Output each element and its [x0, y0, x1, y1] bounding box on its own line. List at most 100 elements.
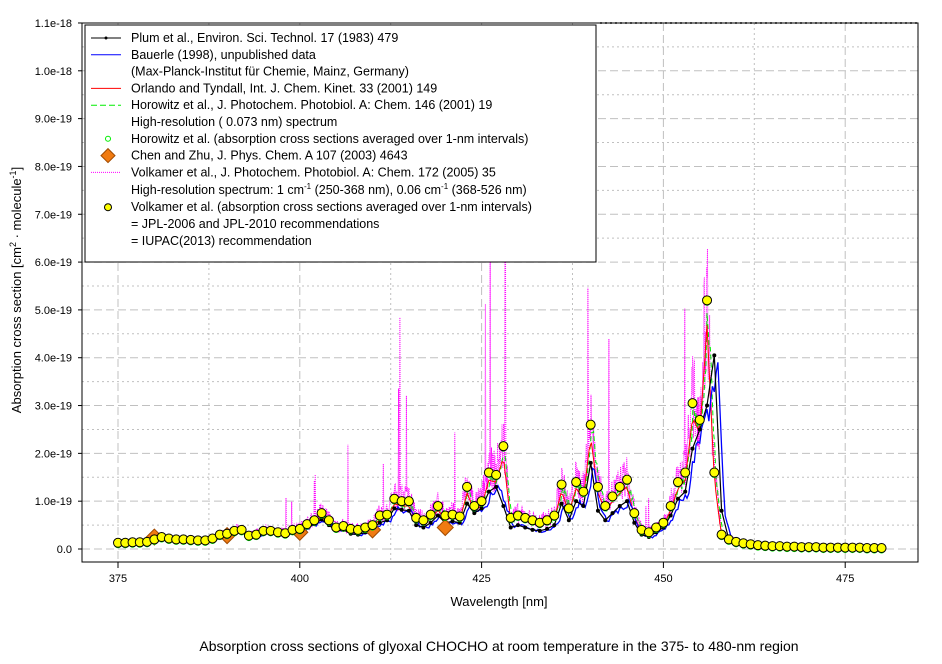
volkamer-avg-point: [556, 479, 567, 490]
chen-zhu-point: [436, 518, 454, 537]
legend-entry-text: Volkamer et al. (absorption cross sectio…: [131, 200, 532, 214]
volkamer-avg-point: [716, 529, 727, 540]
volkamer-avg-point: [709, 467, 720, 478]
volkamer-avg-point: [382, 509, 393, 520]
plum-point: [537, 528, 542, 533]
volkamer-avg-point: [403, 496, 414, 507]
plum-point: [697, 427, 702, 432]
x-axis-label: Wavelength [nm]: [450, 594, 547, 609]
plum-point: [515, 523, 520, 528]
volkamer-avg-point: [418, 515, 429, 526]
plum-point: [559, 501, 564, 506]
volkamer-avg-point: [498, 441, 509, 452]
plum-point: [450, 519, 455, 524]
plum-point: [479, 506, 484, 511]
volkamer-avg-point: [323, 515, 334, 526]
volkamer-avg-point: [876, 543, 887, 554]
chart-caption: Absorption cross sections of glyoxal CHO…: [199, 638, 798, 654]
legend-chen-zhu-diamond-icon: [100, 147, 116, 164]
plum-point: [552, 523, 557, 528]
y-tick-label: 5.0e-19: [35, 305, 72, 317]
volkamer-avg-point: [563, 503, 574, 514]
plum-point: [494, 484, 499, 489]
plum-point: [399, 507, 404, 512]
y-tick-label: 4.0e-19: [35, 353, 72, 365]
x-tick-label: 450: [654, 573, 672, 585]
volkamer-avg-point: [702, 295, 713, 306]
plum-point: [501, 503, 506, 508]
legend: Plum et al., Environ. Sci. Technol. 17 (…: [84, 24, 597, 263]
legend-text-part: -1: [304, 182, 312, 191]
volkamer-avg-point: [294, 523, 305, 534]
plum-point: [675, 496, 680, 501]
plum-point: [705, 403, 710, 408]
y-tick-label: 7.0e-19: [35, 209, 72, 221]
legend-entry-text: Bauerle (1998), unpublished data: [131, 48, 316, 62]
y-tick-label: 2.0e-19: [35, 448, 72, 460]
volkamer-avg-point: [462, 481, 473, 492]
plum-point: [421, 525, 426, 530]
plum-point: [574, 499, 579, 504]
plum-point: [617, 503, 622, 508]
volkamer-avg-point: [622, 474, 633, 485]
plum-point: [435, 513, 440, 518]
volkamer-avg-point: [432, 500, 443, 511]
volkamer-avg-point: [694, 414, 705, 425]
volkamer-avg-point: [309, 515, 320, 526]
legend-entry-text: (Max-Planck-Institut für Chemie, Mainz, …: [131, 65, 409, 79]
legend-entry-text: High-resolution spectrum: 1 cm-1 (250-36…: [131, 182, 527, 197]
volkamer-avg-point: [549, 510, 560, 521]
x-tick-label: 400: [291, 573, 309, 585]
y-tick-label: 0.0: [57, 544, 72, 556]
plot-frame: [81, 22, 919, 563]
legend-box: [84, 24, 597, 263]
y-tick-label: 1.0e-18: [35, 66, 72, 78]
legend-entry-text: Horowitz et al., J. Photochem. Photobiol…: [131, 98, 492, 112]
volkamer-avg-point: [614, 481, 625, 492]
legend-entry-text: Plum et al., Environ. Sci. Technol. 17 (…: [131, 31, 398, 45]
volkamer-avg-point: [658, 517, 669, 528]
plum-point: [668, 513, 673, 518]
plum-point: [414, 523, 419, 528]
orlando-line: [118, 325, 880, 549]
volkamer-avg-point: [585, 419, 596, 430]
volkamer-avg-point: [607, 491, 618, 502]
plum-point: [683, 489, 688, 494]
plum-point: [690, 446, 695, 451]
legend-plum-dot-icon: [104, 36, 108, 40]
legend-horowitz-circle-icon: [105, 135, 111, 142]
volkamer-avg-point: [629, 508, 640, 519]
volkamer-avg-point: [687, 398, 698, 409]
plum-point: [486, 489, 491, 494]
volkamer-avg-point: [600, 500, 611, 511]
plum-point: [545, 526, 550, 531]
volkamer-avg-point: [469, 500, 480, 511]
legend-entry-text: = JPL-2006 and JPL-2010 recommendations: [131, 217, 379, 231]
x-tick-label: 375: [109, 573, 127, 585]
plum-point: [465, 501, 470, 506]
plum-point: [377, 520, 382, 525]
y-tick-label: 1.0e-19: [35, 496, 72, 508]
volkamer-avg-point: [578, 486, 589, 497]
plum-point: [625, 499, 630, 504]
legend-entry-text: Chen and Zhu, J. Phys. Chem. A 107 (2003…: [131, 149, 408, 163]
volkamer-avg-point: [672, 477, 683, 488]
volkamer-avg-point: [491, 469, 502, 480]
plum-point: [428, 520, 433, 525]
legend-volkamer-yellow-icon: [104, 203, 112, 212]
legend-text-part: -1: [441, 182, 449, 191]
legend-entry-text: = IUPAC(2013) recommendation: [131, 234, 312, 248]
y-tick-label: 3.0e-19: [35, 401, 72, 413]
legend-entry-text: Volkamer et al., J. Photochem. Photobiol…: [131, 165, 496, 179]
y-tick-label: 9.0e-19: [35, 114, 72, 126]
volkamer-avg-point: [542, 515, 553, 526]
volkamer-avg-point: [592, 481, 603, 492]
volkamer-avg-point: [316, 508, 327, 519]
legend-text-part: (368-526 nm): [448, 183, 527, 197]
volkamer-avg-point: [665, 500, 676, 511]
volkamer-avg-point: [367, 520, 378, 531]
plum-point: [581, 503, 586, 508]
y-tick-label: 8.0e-19: [35, 161, 72, 173]
volkamer-avg-point: [236, 524, 247, 535]
plum-point: [406, 508, 411, 513]
